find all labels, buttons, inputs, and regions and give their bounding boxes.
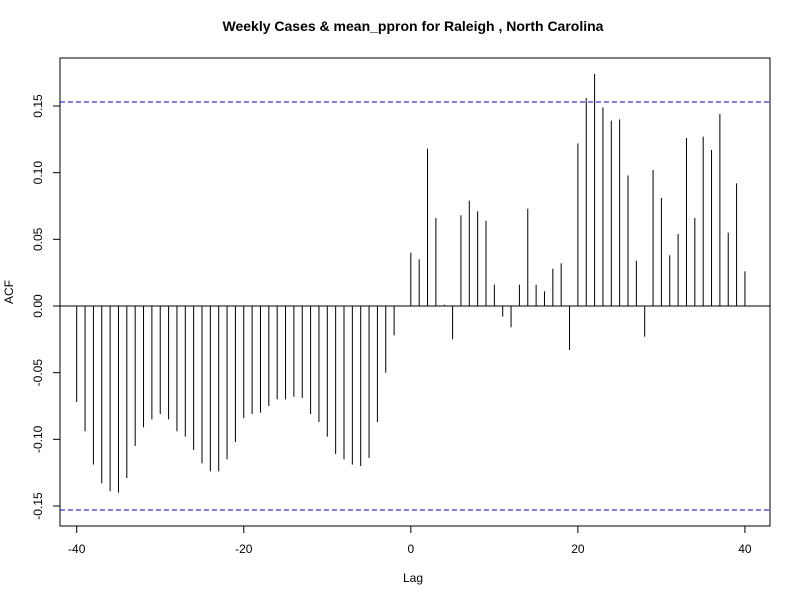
- acf-bars: [76, 74, 746, 493]
- x-tick-label: -20: [235, 542, 253, 556]
- y-tick-label: -0.15: [31, 492, 45, 520]
- x-tick-label: 20: [571, 542, 585, 556]
- y-tick-label: -0.10: [31, 425, 45, 453]
- y-tick-label: -0.05: [31, 359, 45, 387]
- x-axis-label: Lag: [403, 571, 423, 585]
- y-tick-label: 0.00: [31, 294, 45, 318]
- y-tick-label: 0.10: [31, 161, 45, 185]
- y-axis-label: ACF: [2, 280, 16, 304]
- y-tick-label: 0.05: [31, 227, 45, 251]
- y-axis: -0.15 -0.10 -0.05 0.00 0.05 0.10 0.15: [31, 94, 60, 520]
- chart-title: Weekly Cases & mean_ppron for Raleigh , …: [223, 18, 604, 34]
- x-axis: -40 -20 0 20 40: [68, 526, 752, 556]
- x-tick-label: 40: [738, 542, 752, 556]
- x-tick-label: -40: [68, 542, 86, 556]
- confidence-bounds: [60, 101, 770, 511]
- plot-frame: [59, 57, 771, 527]
- x-tick-label: 0: [407, 542, 414, 556]
- y-tick-label: 0.15: [31, 94, 45, 118]
